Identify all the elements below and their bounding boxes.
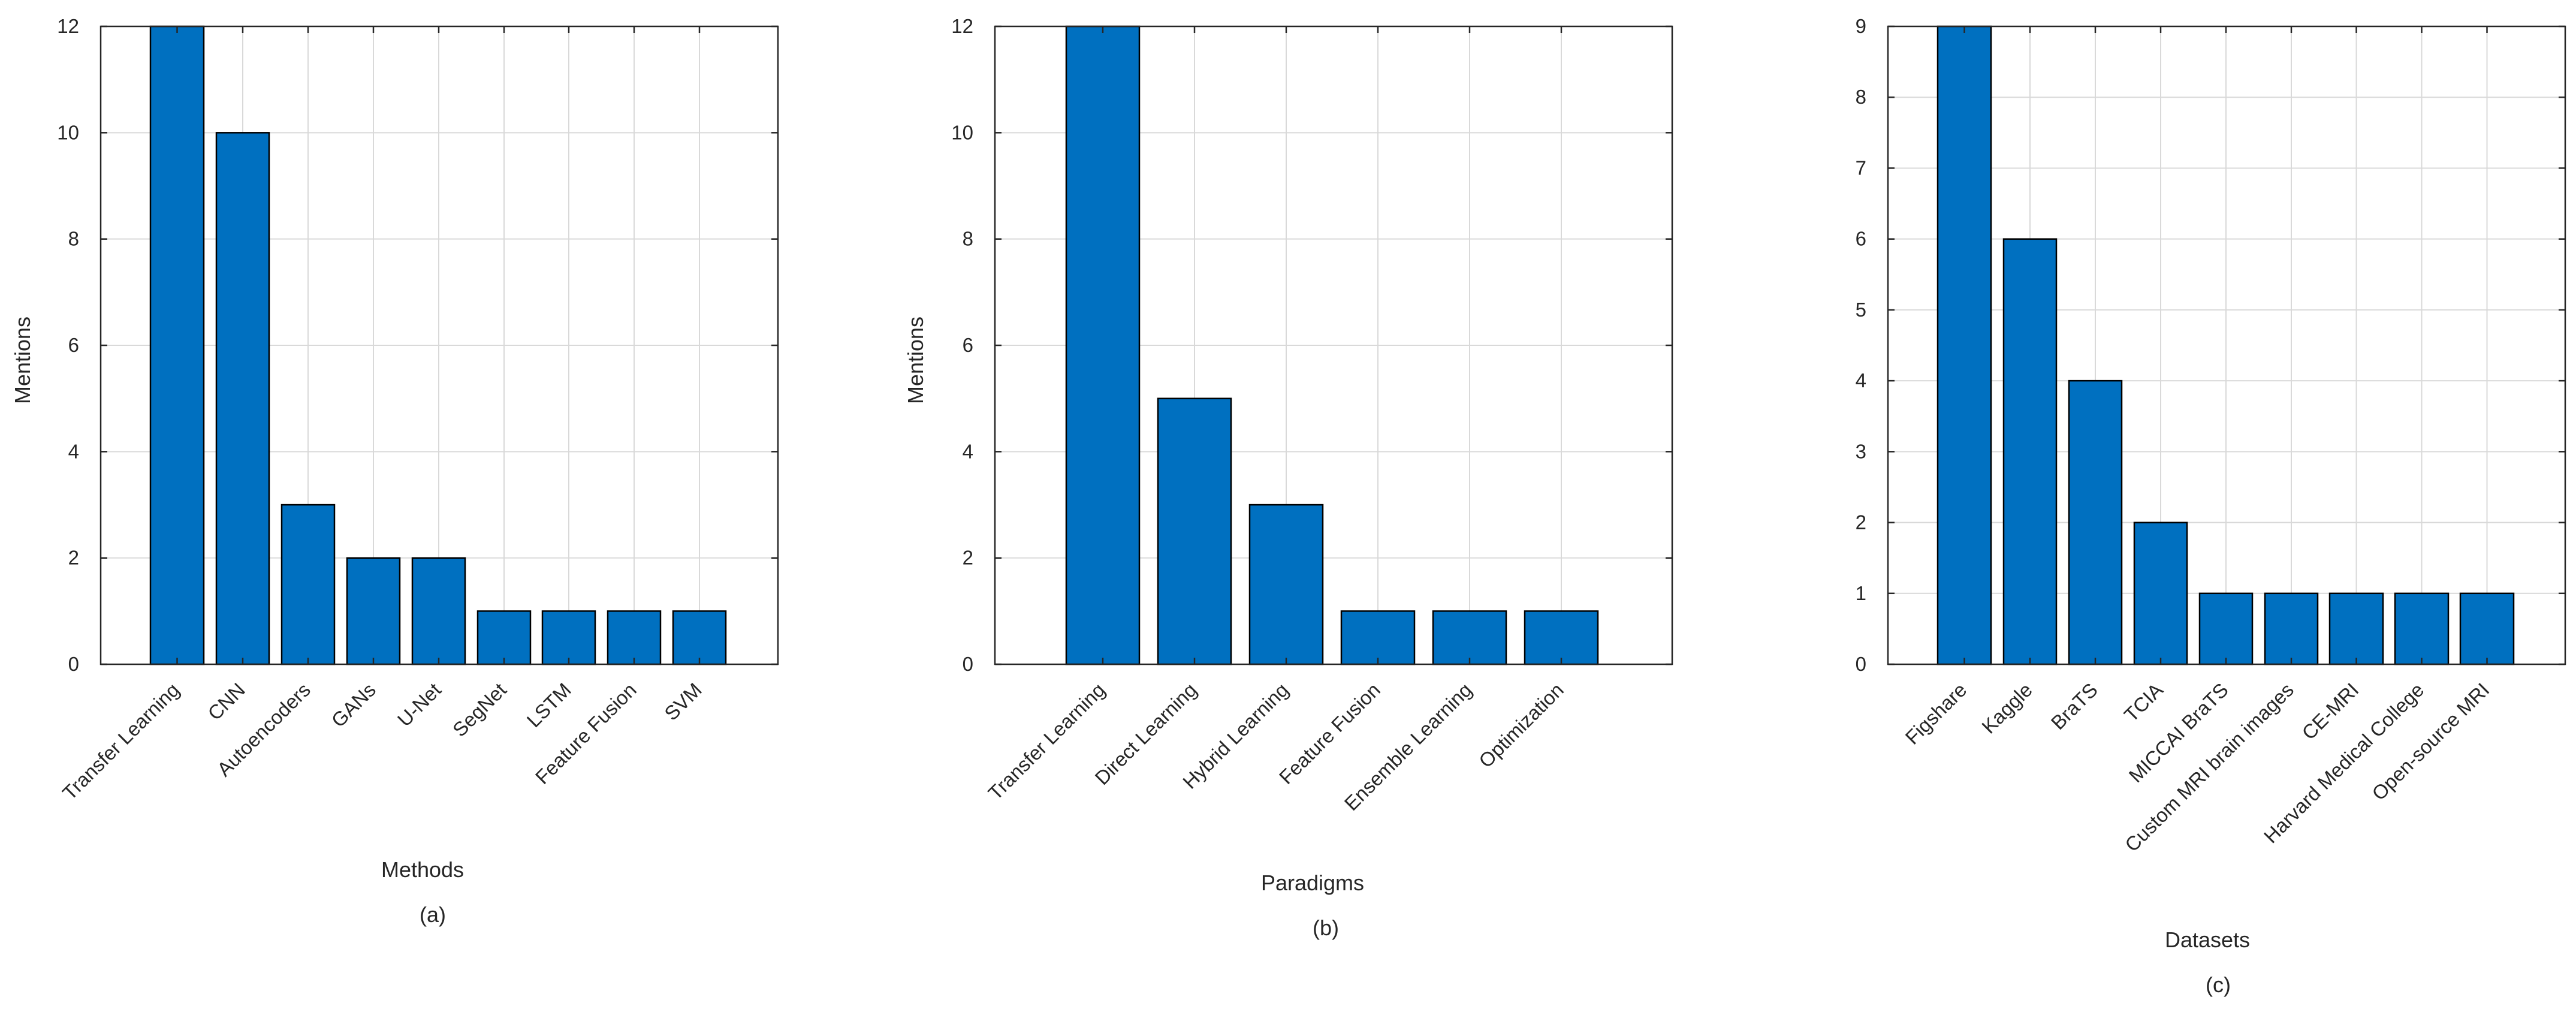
panel-b-xlabel: Paradigms [1261, 871, 1364, 895]
panel-b-ytick-label: 0 [963, 653, 973, 675]
panel-a-ytick-label: 6 [68, 334, 79, 356]
panel-c-ytick-label: 5 [1856, 299, 1866, 321]
panel-c-caption: (c) [2206, 972, 2231, 997]
panel-c-bar-brats [2068, 379, 2123, 665]
panel-a-xtick-label: CNN [203, 679, 249, 725]
panel-a-bar-transfer-learning [149, 25, 205, 665]
panel-c-xtick-label: TCIA [2120, 679, 2167, 726]
panel-c-ytick-label: 2 [1856, 511, 1866, 534]
panel-a-ylabel: Mentions [10, 317, 35, 404]
panel-c-bar-harvard-medical-college [2394, 592, 2450, 665]
panel-a-xtick-label: LSTM [523, 679, 575, 731]
panel-a-bar-cnn [215, 132, 270, 665]
panel-a-bar-feature-fusion [607, 610, 662, 665]
panel-c-xtick-label: Open-source MRI [2367, 679, 2493, 805]
panel-a-bar-gans [346, 557, 401, 665]
panel-a-ytick-label: 4 [68, 440, 79, 462]
panel-c-bar-custom-mri-brain-images [2264, 592, 2319, 665]
panel-c-xlabel: Datasets [2165, 927, 2250, 952]
panel-b-ytick-label: 4 [963, 440, 973, 462]
panel-c-xtick-label: Kaggle [1977, 679, 2037, 738]
panel-b-ytick-label: 12 [951, 15, 973, 37]
panel-b-bar-feature-fusion [1340, 610, 1416, 665]
panel-c-ytick-label: 3 [1856, 440, 1866, 462]
panel-a-ytick-label: 0 [68, 653, 79, 675]
panel-a-bar-svm [672, 610, 727, 665]
panel-a-ytick-label: 8 [68, 228, 79, 250]
panel-a-bar-lstm [541, 610, 596, 665]
panel-b-ytick-label: 8 [963, 228, 973, 250]
panel-a-xtick-label: Transfer Learning [58, 679, 183, 804]
panel-a-xlabel: Methods [381, 857, 464, 882]
panel-c-xtick-label: CE-MRI [2297, 679, 2363, 744]
panel-b-bar-optimization [1524, 610, 1599, 665]
panel-c-bar-ce-mri [2328, 592, 2384, 665]
panel-c-bar-tcia [2133, 522, 2188, 665]
panel-b-ytick-label: 6 [963, 334, 973, 356]
panel-a-bar-u-net [411, 557, 466, 665]
panel-a-bar-autoencoders [280, 504, 336, 665]
panel-a: Methods (a) Mentions 0 2 4 6 8 10 12 Transfer L… [10, 15, 779, 927]
panel-c-bar-kaggle [2002, 238, 2058, 665]
panel-a-ytick-label: 10 [57, 121, 79, 143]
panel-c-bar-miccai-brats [2198, 592, 2254, 665]
panel-b-bar-direct-learning [1157, 397, 1232, 665]
panel-a-caption: (a) [420, 902, 446, 927]
panel-b-ytick-label: 10 [951, 121, 973, 143]
panel-b-xtick-label: Optimization [1474, 679, 1568, 772]
panel-c-ytick-label: 1 [1856, 582, 1866, 604]
panel-c-ytick-label: 4 [1856, 369, 1866, 391]
panel-c-bar-figshare [1936, 25, 1992, 665]
panel-c-bar-open-source-mri [2459, 592, 2515, 665]
panel-a-ytick-label: 12 [57, 15, 79, 37]
panel-c-ytick-label: 8 [1856, 86, 1866, 108]
panel-a-bar-segnet [476, 610, 532, 665]
panel-a-xtick-label: GANs [327, 679, 380, 731]
panel-c-ytick-label: 9 [1856, 15, 1866, 37]
panel-c: Datasets (c) 0 1 2 3 4 5 6 7 8 9 Figshare Kaggle Bra… [1856, 15, 2566, 997]
panel-a-ytick-label: 2 [68, 547, 79, 569]
panel-b-bar-hybrid-learning [1248, 504, 1324, 665]
panel-b: Paradigms (b) Mentions 0 2 4 6 8 10 12 Transfer… [903, 15, 1673, 940]
panel-a-xtick-label: SVM [660, 679, 706, 725]
panel-c-ytick-label: 7 [1856, 156, 1866, 179]
panel-b-caption: (b) [1313, 915, 1339, 940]
panel-a-xtick-label: U-Net [393, 679, 445, 731]
panel-c-ytick-label: 0 [1856, 653, 1866, 675]
panel-b-ylabel: Mentions [903, 317, 928, 404]
panel-c-ytick-label: 6 [1856, 228, 1866, 250]
panel-b-xtick-label: Transfer Learning [984, 679, 1109, 804]
panel-b-bar-transfer-learning [1065, 25, 1141, 665]
panel-a-xtick-label: SegNet [448, 679, 511, 741]
panel-b-bar-ensemble-learning [1432, 610, 1507, 665]
panel-c-xtick-label: Figshare [1901, 679, 1971, 749]
panel-c-xtick-label: BraTS [2047, 679, 2102, 734]
panel-b-ytick-label: 2 [963, 547, 973, 569]
